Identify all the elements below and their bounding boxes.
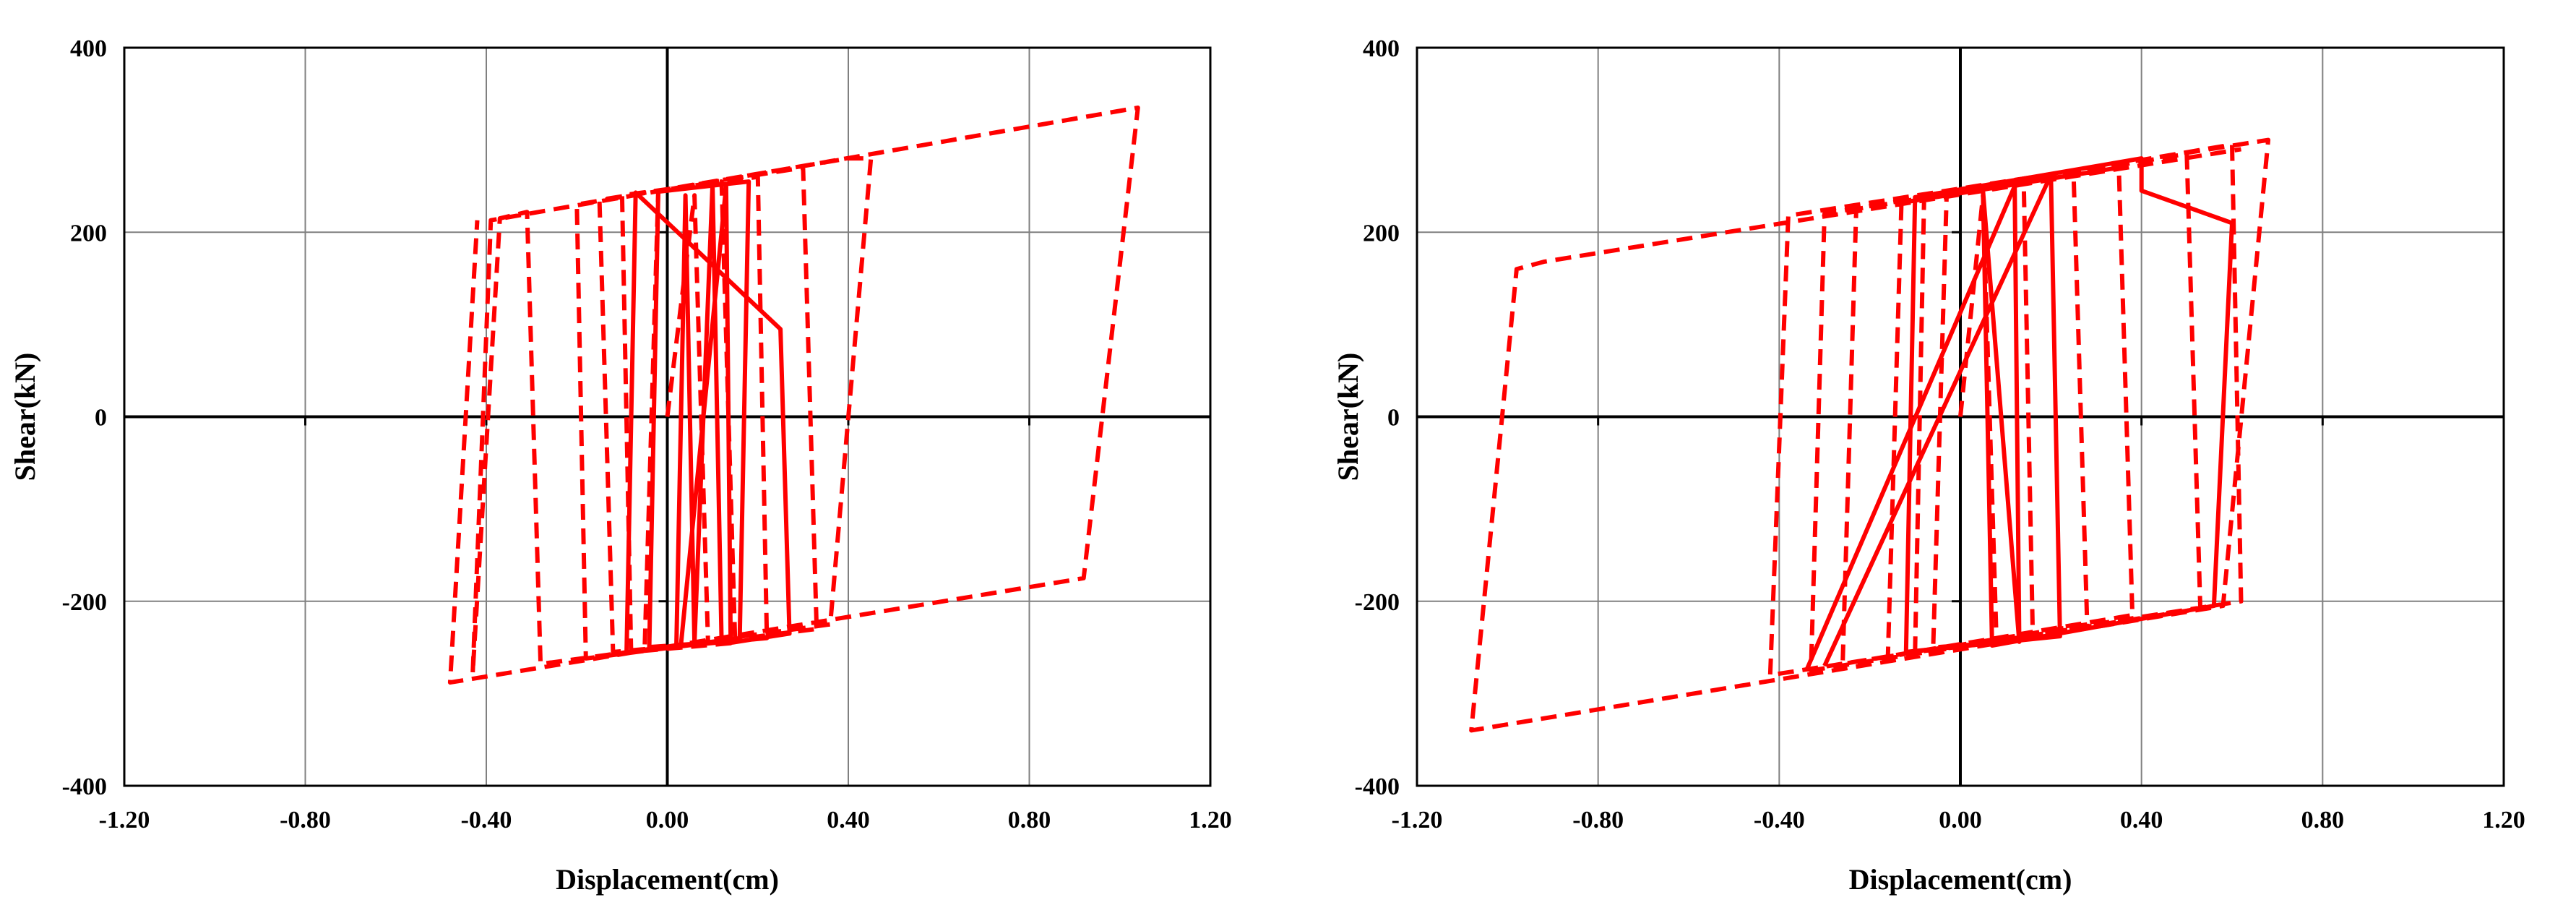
x-tick-label: 0.40 — [827, 807, 870, 833]
x-tick-label: 1.20 — [2482, 807, 2525, 833]
y-tick-label: 200 — [1363, 220, 1400, 247]
x-tick-label: 0.00 — [1939, 807, 1982, 833]
x-tick-label: -0.40 — [1754, 807, 1805, 833]
x-tick-label: 1.20 — [1189, 807, 1232, 833]
y-tick-label: 0 — [1387, 405, 1400, 432]
y-tick-label: 400 — [70, 35, 107, 62]
y-tick-label: -400 — [62, 773, 107, 800]
x-tick-label: 0.40 — [2120, 807, 2163, 833]
y-tick-label: 0 — [95, 405, 107, 432]
x-tick-label: -1.20 — [1392, 807, 1443, 833]
y-tick-label: -200 — [62, 589, 107, 616]
hysteresis-chart-right: -1.20 -0.80 -0.40 0.00 0.40 0.80 1.20 -400 -200 0… — [1332, 35, 2525, 896]
x-tick-label: -0.40 — [461, 807, 512, 833]
x-tick-label: 0.80 — [2301, 807, 2345, 833]
series-solid-line — [1804, 156, 2234, 672]
x-tick-label: -0.80 — [1572, 807, 1624, 833]
y-tick-label: 400 — [1363, 35, 1400, 62]
hysteresis-chart-left: -1.20 -0.80 -0.40 0.00 0.40 0.80 1.20 -400 -200 0… — [9, 35, 1232, 896]
y-tick-label: 200 — [70, 220, 107, 247]
x-axis-title: Displacement(cm) — [556, 863, 779, 896]
x-tick-label: -0.80 — [280, 807, 331, 833]
series-dashed-line — [1469, 137, 2271, 733]
x-tick-label: 0.00 — [646, 807, 689, 833]
y-tick-label: -400 — [1355, 773, 1400, 800]
series-solid-line — [624, 179, 792, 656]
x-axis-title: Displacement(cm) — [1849, 863, 2072, 896]
x-tick-label: 0.80 — [1008, 807, 1051, 833]
series-dashed-line — [447, 106, 1140, 685]
chart-panel-left: -1.20 -0.80 -0.40 0.00 0.40 0.80 1.20 -400 -200 0… — [9, 35, 1232, 896]
y-tick-label: -200 — [1355, 589, 1400, 616]
y-axis-title: Shear(kN) — [9, 353, 41, 481]
chart-panel-right: -1.20 -0.80 -0.40 0.00 0.40 0.80 1.20 -400 -200 0… — [1332, 0, 2576, 913]
y-axis-title: Shear(kN) — [1332, 353, 1364, 481]
x-tick-label: -1.20 — [99, 807, 150, 833]
